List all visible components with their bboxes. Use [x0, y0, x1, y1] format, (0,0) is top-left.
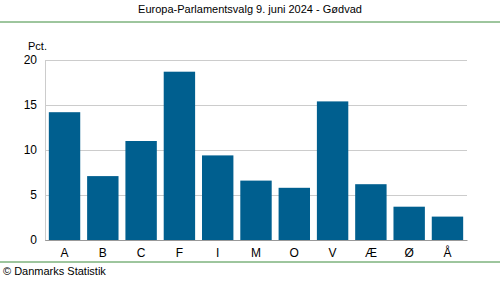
- bar: [202, 155, 233, 240]
- tick: F: [176, 240, 183, 260]
- tick-label: Ø: [405, 246, 414, 260]
- axis-line: [45, 61, 46, 241]
- tick-label: 10: [24, 143, 38, 157]
- bar: [317, 101, 348, 240]
- tick: Ø: [405, 240, 414, 260]
- bar: [87, 176, 118, 240]
- tick-label: F: [176, 246, 183, 260]
- tick: Å: [443, 240, 451, 260]
- tick: 5: [30, 188, 45, 202]
- x-axis: ABCFIMOVÆØÅ: [46, 240, 468, 260]
- tick-label: 5: [30, 188, 37, 202]
- bar: [432, 217, 463, 240]
- bar: [125, 141, 156, 240]
- source: © Danmarks Statistik: [3, 265, 106, 277]
- chart: Europa-Parlamentsvalg 9. juni 2024 - Gød…: [0, 0, 500, 282]
- tick: 15: [24, 98, 45, 112]
- tick: A: [61, 240, 69, 260]
- grid-line: [45, 105, 467, 106]
- tick-label: V: [329, 246, 337, 260]
- grid-line: [45, 150, 467, 151]
- tick: M: [251, 240, 261, 260]
- tick: C: [137, 240, 146, 260]
- tick-label: 20: [24, 53, 38, 67]
- tick-label: M: [251, 246, 261, 260]
- tick-label: I: [216, 246, 219, 260]
- bar: [49, 112, 80, 240]
- grid: [45, 60, 467, 240]
- bar: [164, 72, 195, 240]
- tick-label: O: [290, 246, 299, 260]
- tick-label: Å: [443, 245, 451, 260]
- tick-label: A: [61, 246, 69, 260]
- tick: 20: [24, 53, 45, 67]
- bar: [240, 181, 271, 240]
- tick: I: [216, 240, 219, 260]
- axis-line: [46, 240, 468, 241]
- y-axis: 0 5 10 15 20: [24, 53, 46, 247]
- tick-label: B: [99, 246, 107, 260]
- bar: [279, 188, 310, 240]
- tick-label: 0: [30, 233, 37, 247]
- tick: V: [329, 240, 337, 260]
- tick: Æ: [365, 240, 377, 260]
- tick: 0: [30, 233, 45, 247]
- tick-label: Æ: [365, 246, 377, 260]
- bar: [355, 184, 386, 240]
- axis-title: Pct.: [28, 40, 47, 52]
- bar: [393, 207, 424, 240]
- tick: 10: [24, 143, 45, 157]
- tick-label: C: [137, 246, 146, 260]
- tick-label: 15: [24, 98, 38, 112]
- bars: [49, 72, 463, 240]
- tick: O: [290, 240, 299, 260]
- grid-line: [45, 60, 467, 61]
- separator: [0, 22, 500, 23]
- title: Europa-Parlamentsvalg 9. juni 2024 - Gød…: [138, 3, 362, 15]
- tick: B: [99, 240, 107, 260]
- separator: [0, 262, 500, 263]
